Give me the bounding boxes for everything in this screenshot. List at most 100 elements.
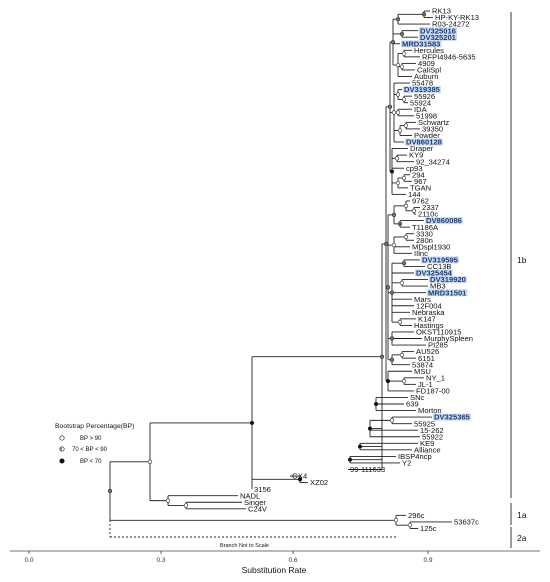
tip-label: MB3 (430, 282, 446, 291)
clade-1a-label: 1a (517, 510, 527, 520)
bootstrap-half-marker (389, 357, 395, 362)
branch-not-to-scale-note: Branch Not to Scale (220, 543, 269, 549)
tip-label: C24V (248, 504, 268, 513)
tip-label: CC13B (427, 262, 451, 271)
tip-label: 55926 (414, 92, 435, 101)
tip-label: 125c (420, 524, 437, 533)
tip-label: Singer (244, 498, 266, 507)
tip-label: 280n (416, 236, 433, 245)
bootstrap-open-marker (411, 208, 417, 213)
tip-label: 3330 (416, 229, 433, 238)
bootstrap-open-marker (407, 523, 413, 528)
tip-label: AU526 (416, 347, 439, 356)
legend-item-bp-under-70: BP < 70 (80, 459, 102, 465)
clade-1b-label: 1b (517, 255, 527, 265)
tip-label: T1186A (412, 223, 439, 232)
tip-label: Mars (414, 295, 431, 304)
bootstrap-filled-marker (357, 444, 363, 449)
tip-label: SNc (410, 393, 425, 402)
tip-label: cp93 (406, 164, 422, 173)
tip-label: Hercules (414, 46, 444, 55)
tip-label: IDA (414, 105, 428, 114)
tip-label: GX4 (292, 472, 307, 481)
tip-highlight (415, 269, 453, 277)
legend-title: Bootstrap Percentage(BP) (55, 423, 134, 430)
bootstrap-filled-marker (249, 420, 255, 426)
bootstrap-half-marker (397, 221, 403, 226)
highlighted-tip-label: DV325201 (420, 33, 457, 42)
tip-highlight (433, 413, 471, 421)
bootstrap-half-marker (399, 31, 405, 37)
tip-label: MurphySpleen (424, 334, 473, 343)
tip-label: 967 (414, 177, 427, 186)
bootstrap-open-marker (403, 123, 409, 128)
highlighted-tip-label: DV319595 (422, 256, 459, 265)
bootstrap-open-marker (165, 498, 171, 503)
filled-circle-icon (59, 458, 65, 464)
highlighted-tip-label: DV319385 (404, 85, 441, 94)
tip-label: 3156 (254, 485, 271, 494)
tip-label: 2337 (422, 203, 439, 212)
bootstrap-open-marker (403, 234, 409, 240)
tip-label: 2110c (418, 210, 438, 219)
bootstrap-half-marker (387, 104, 393, 109)
tip-label: 296c (408, 511, 425, 520)
bootstrap-open-marker (395, 180, 401, 186)
tip-highlight (419, 27, 457, 35)
bootstrap-half-marker (383, 241, 389, 247)
bootstrap-half-marker (389, 290, 395, 295)
x-axis: 0.0 0.3 0.6 0.9 Substitution Rate (10, 550, 540, 575)
tip-label: NY_1 (426, 373, 445, 382)
tree-branches (109, 10, 452, 538)
tip-label: 55922 (422, 432, 443, 441)
bootstrap-filled-marker (367, 426, 373, 431)
bootstrap-open-marker (394, 156, 400, 161)
clade-2a-label: 2a (517, 533, 527, 543)
tip-label: 99-111633 (350, 465, 385, 474)
bootstrap-half-marker (391, 212, 397, 217)
bootstrap-open-marker (401, 51, 407, 56)
highlighted-tip-label: DV319920 (430, 275, 466, 284)
tip-label: PI285 (428, 341, 448, 350)
tip-highlight (425, 217, 463, 225)
highlighted-tip-label: MRD31501 (428, 288, 467, 297)
tip-label: K147 (418, 314, 436, 323)
tip-highlight (405, 138, 443, 146)
tip-label: IIlnc (414, 249, 428, 258)
tip-label: 55924 (410, 98, 431, 107)
tip-label: CaliSpl (417, 66, 441, 75)
tip-label: 39350 (422, 125, 443, 134)
tip-highlight (403, 86, 441, 94)
tip-label: Powder (414, 131, 440, 140)
legend-item-bp-70-90: 70 < BP < 90 (72, 447, 108, 453)
bootstrap-node-markers (107, 12, 427, 528)
tip-label: IBSP4ncp (398, 452, 432, 461)
tip-label: FD187-00 (416, 387, 450, 396)
tip-label: 55478 (412, 79, 433, 88)
tip-label: NADL (240, 491, 260, 500)
bootstrap-half-marker (395, 17, 401, 22)
tip-label: 9762 (412, 197, 429, 206)
bootstrap-open-marker (397, 128, 403, 133)
highlighted-tip-label: DV325016 (420, 26, 456, 35)
highlighted-tip-label: DV860086 (426, 216, 462, 225)
bootstrap-open-marker (395, 62, 401, 68)
x-tick-label: 0.0 (24, 557, 33, 564)
bootstrap-open-marker (391, 243, 397, 248)
tip-label: 53637c (454, 518, 479, 527)
open-circle-icon (59, 435, 65, 441)
tip-label: 15-262 (420, 426, 444, 435)
bootstrap-filled-marker (347, 457, 353, 462)
tip-highlight (429, 276, 467, 284)
bootstrap-open-marker (403, 203, 409, 208)
tip-label: RFPI4946-5635 (422, 52, 476, 61)
tip-label: OKST110915 (416, 328, 461, 337)
highlighted-tip-label: DV860128 (406, 138, 442, 147)
bootstrap-half-marker (390, 40, 396, 45)
tip-label: Morton (418, 406, 442, 415)
tip-label: Nebraska (412, 308, 445, 317)
bootstrap-open-marker (393, 518, 399, 523)
bootstrap-filled-marker (389, 169, 395, 174)
tip-label: Hastings (414, 321, 444, 330)
